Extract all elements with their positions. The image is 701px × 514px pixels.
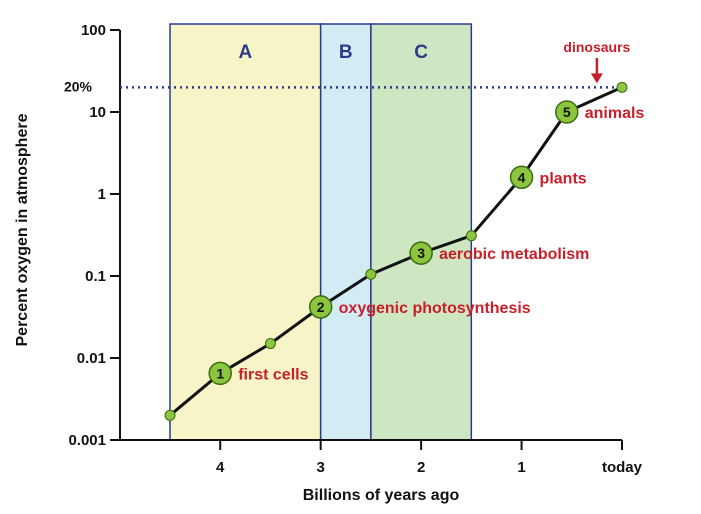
dinosaurs-arrow-head <box>590 73 603 84</box>
y-ticks: 100 10 1 0.1 0.01 0.001 <box>68 22 120 449</box>
series-line <box>169 85 623 417</box>
y-tick-label: 10 <box>89 104 106 121</box>
y-tick-label: 100 <box>81 22 106 39</box>
x-tick-label: 2 <box>417 459 425 476</box>
milestone-label: aerobic metabolism <box>439 246 589 263</box>
milestone-marker-2 <box>308 295 333 319</box>
milestone-marker-4 <box>509 165 534 190</box>
milestone-number: 2 <box>317 299 325 315</box>
oxygen-series <box>164 81 628 421</box>
x-tick-label: 4 <box>216 459 225 476</box>
milestone-label: first cells <box>238 366 308 383</box>
x-tick-label: 3 <box>316 459 324 476</box>
data-point <box>465 230 477 242</box>
y-tick-label: 1 <box>98 186 106 203</box>
region-label-b: B <box>339 42 353 63</box>
x-tick-label: 1 <box>517 459 525 476</box>
milestone-label: oxygenic photosynthesis <box>339 300 531 317</box>
data-point <box>264 338 276 350</box>
milestone-marker-1 <box>208 361 232 386</box>
numbered-markers: 1 first cells 2 oxygenic photosynthesis 3 aer… <box>208 100 645 386</box>
milestone-marker-5 <box>555 100 579 124</box>
milestone-label: plants <box>540 170 587 187</box>
y-tick-label: 0.001 <box>68 432 106 449</box>
x-axis-title: Billions of years ago <box>303 487 460 504</box>
milestone-marker-3 <box>409 241 433 265</box>
dinosaurs-callout: dinosaurs <box>563 39 631 84</box>
region-label-c: C <box>414 42 428 63</box>
data-point <box>164 409 176 421</box>
y-tick-label: 0.1 <box>85 268 106 285</box>
period-regions: A B C <box>169 23 473 441</box>
milestone-label: animals <box>585 105 645 122</box>
data-point <box>616 81 628 93</box>
milestone-number: 1 <box>216 365 224 381</box>
region-c <box>370 23 473 441</box>
milestone-number: 5 <box>563 104 571 120</box>
dinosaurs-label: dinosaurs <box>563 39 630 55</box>
x-tick-label: today <box>602 459 643 476</box>
axes: 100 10 1 0.1 0.01 0.001 4 3 2 1 today <box>68 22 642 476</box>
milestone-number: 4 <box>518 169 526 185</box>
reference-line-label: 20% <box>64 78 93 94</box>
region-a <box>169 23 322 441</box>
y-tick-label: 0.01 <box>77 350 106 367</box>
x-ticks: 4 3 2 1 today <box>216 440 643 476</box>
region-label-a: A <box>238 42 252 63</box>
region-b <box>319 23 372 441</box>
y-axis-title: Percent oxygen in atmosphere <box>14 113 31 346</box>
milestone-number: 3 <box>417 245 425 261</box>
reference-line-group: 20% <box>64 78 622 94</box>
data-point <box>365 268 377 280</box>
